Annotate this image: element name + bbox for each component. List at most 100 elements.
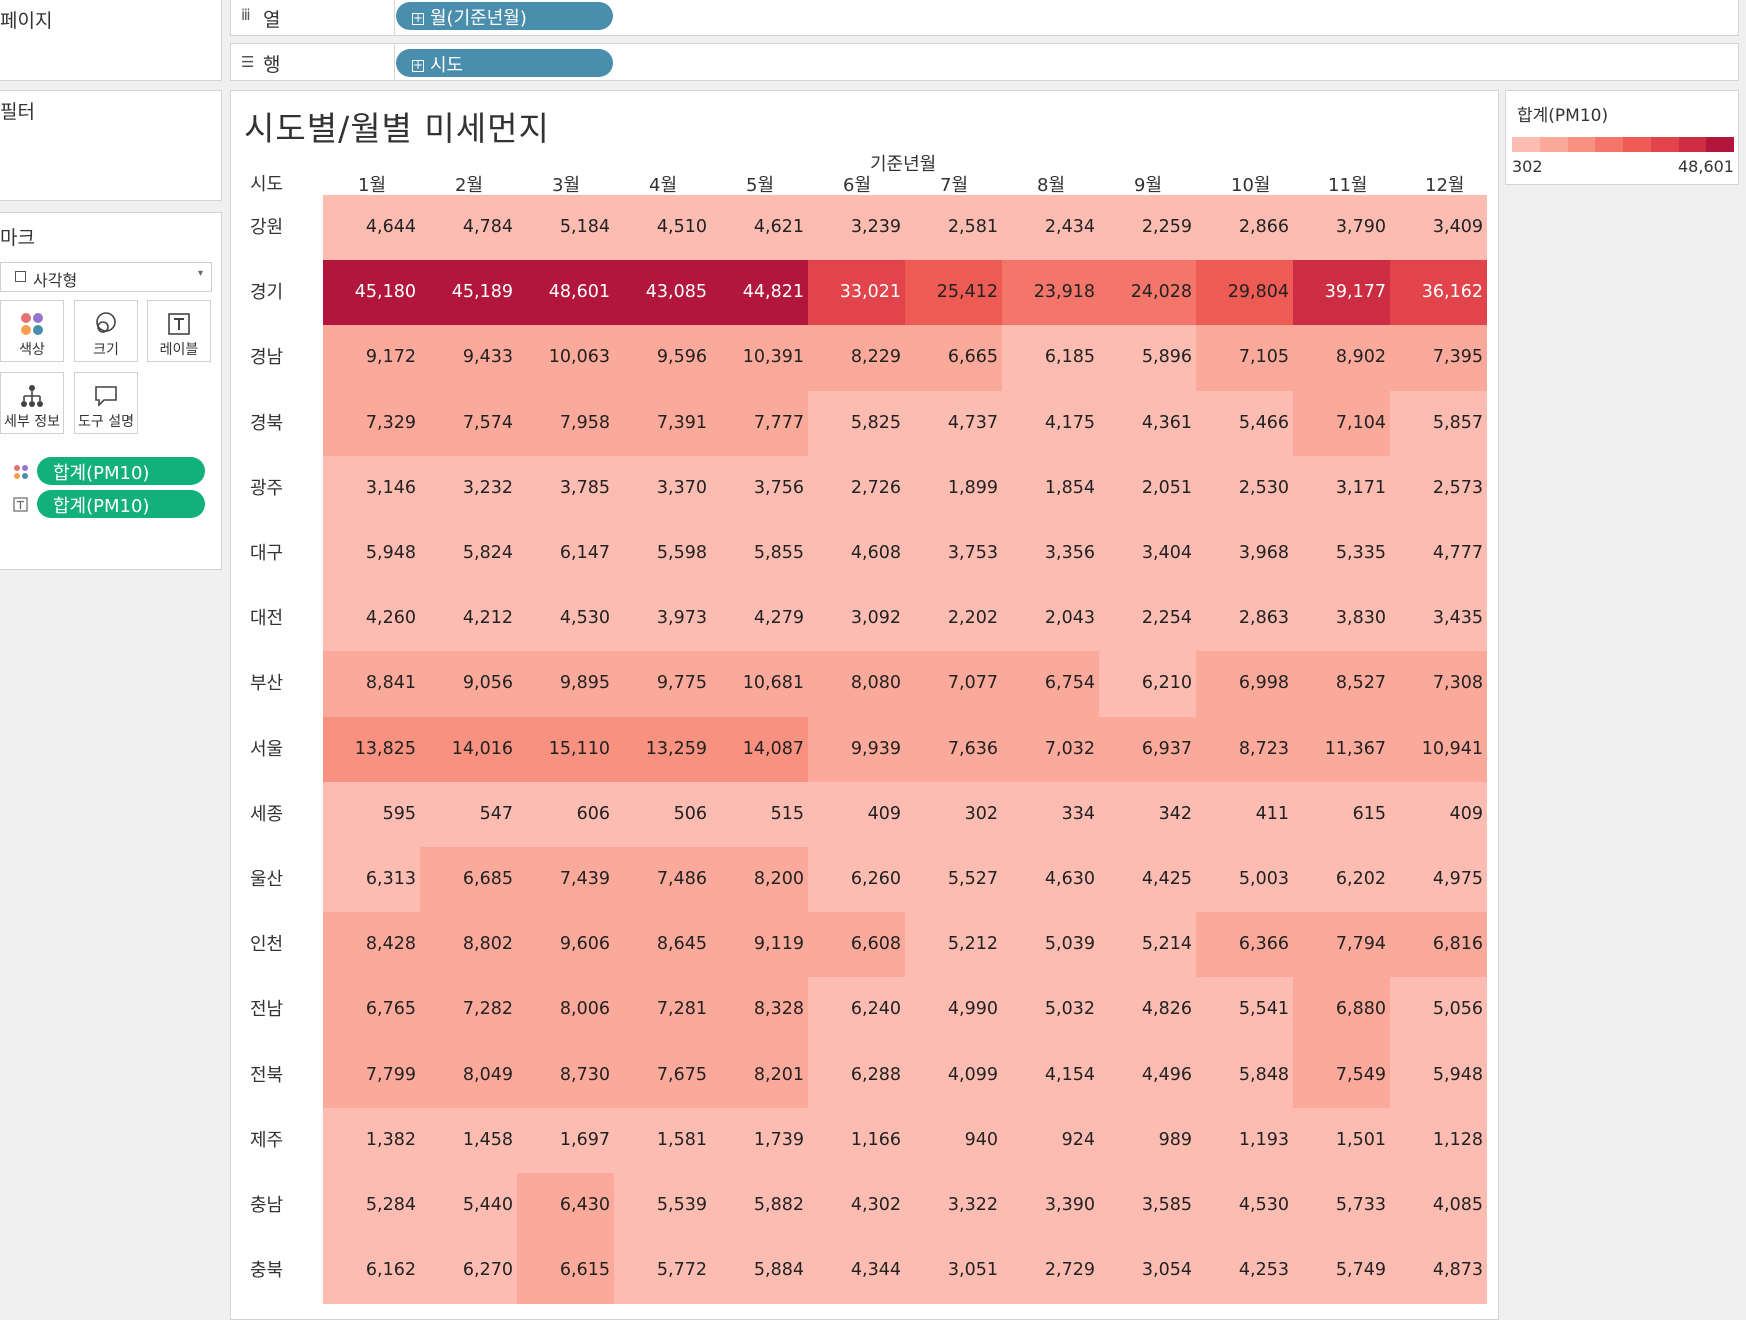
heatmap-cell[interactable]: 43,085 [614,260,711,326]
heatmap-cell[interactable]: 1,128 [1390,1107,1487,1174]
heatmap-cell[interactable]: 7,391 [614,390,711,457]
heatmap-cell[interactable]: 302 [905,781,1002,848]
heatmap-cell[interactable]: 9,606 [517,912,614,978]
heatmap-cell[interactable]: 5,598 [614,521,711,587]
heatmap-cell[interactable]: 6,162 [323,1238,420,1304]
heatmap-cell[interactable]: 5,825 [808,390,905,457]
heatmap-cell[interactable]: 615 [1293,781,1390,848]
column-header[interactable]: 4월 [649,175,678,196]
tooltip-button[interactable]: 도구 설명 [74,372,138,434]
heatmap-cell[interactable]: 5,857 [1390,390,1487,457]
heatmap-cell[interactable]: 6,313 [323,847,420,913]
heatmap-cell[interactable]: 6,685 [420,847,517,913]
heatmap-cell[interactable]: 7,675 [614,1042,711,1109]
heatmap-cell[interactable]: 25,412 [905,260,1002,326]
heatmap-cell[interactable]: 8,049 [420,1042,517,1109]
heatmap-cell[interactable]: 5,733 [1293,1173,1390,1239]
heatmap-cell[interactable]: 14,087 [711,716,808,783]
heatmap-cell[interactable]: 1,581 [614,1107,711,1174]
heatmap-cell[interactable]: 2,434 [1002,195,1099,261]
heatmap-cell[interactable]: 2,254 [1099,586,1196,652]
heatmap-cell[interactable]: 4,873 [1390,1238,1487,1304]
heatmap-cell[interactable]: 5,948 [323,521,420,587]
heatmap-cell[interactable]: 1,193 [1196,1107,1293,1174]
heatmap-cell[interactable]: 7,958 [517,390,614,457]
heatmap-cell[interactable]: 4,530 [517,586,614,652]
color-field-pill[interactable]: 합계(PM10) [37,457,205,485]
heatmap-cell[interactable]: 39,177 [1293,260,1390,326]
row-header[interactable]: 대구 [250,543,284,564]
heatmap-cell[interactable]: 4,344 [808,1238,905,1304]
heatmap-cell[interactable]: 6,185 [1002,325,1099,392]
heatmap-cell[interactable]: 606 [517,781,614,848]
heatmap-cell[interactable]: 7,439 [517,847,614,913]
detail-button[interactable]: 세부 정보 [0,372,64,434]
heatmap-cell[interactable]: 2,729 [1002,1238,1099,1304]
heatmap-cell[interactable]: 3,171 [1293,455,1390,522]
heatmap-cell[interactable]: 1,854 [1002,455,1099,522]
heatmap-cell[interactable]: 45,189 [420,260,517,326]
heatmap-cell[interactable]: 5,539 [614,1173,711,1239]
heatmap-cell[interactable]: 6,615 [517,1238,614,1304]
heatmap-cell[interactable]: 5,896 [1099,325,1196,392]
label-button[interactable]: 레이블 [147,300,211,362]
text-field-pill[interactable]: 합계(PM10) [37,490,205,518]
rows-shelf[interactable]: ☰ 행 + 시도 [230,43,1739,81]
heatmap-cell[interactable]: 5,335 [1293,521,1390,587]
heatmap-cell[interactable]: 3,404 [1099,521,1196,587]
heatmap-cell[interactable]: 5,824 [420,521,517,587]
heatmap-cell[interactable]: 6,998 [1196,651,1293,718]
heatmap-cell[interactable]: 4,975 [1390,847,1487,913]
heatmap-cell[interactable]: 4,175 [1002,390,1099,457]
heatmap-cell[interactable]: 7,281 [614,977,711,1044]
heatmap-cell[interactable]: 29,804 [1196,260,1293,326]
row-header[interactable]: 강원 [250,217,284,238]
heatmap-cell[interactable]: 7,329 [323,390,420,457]
heatmap-cell[interactable]: 10,941 [1390,716,1487,783]
heatmap-cell[interactable]: 6,937 [1099,716,1196,783]
row-header[interactable]: 충북 [250,1260,284,1282]
column-header[interactable]: 9월 [1134,175,1163,196]
heatmap-cell[interactable]: 5,284 [323,1173,420,1239]
heatmap-cell[interactable]: 4,302 [808,1173,905,1239]
heatmap-cell[interactable]: 7,077 [905,651,1002,718]
heatmap-cell[interactable]: 5,882 [711,1173,808,1239]
heatmap-cell[interactable]: 2,530 [1196,455,1293,522]
heatmap-cell[interactable]: 48,601 [517,260,614,326]
heatmap-cell[interactable]: 7,282 [420,977,517,1044]
heatmap-cell[interactable]: 4,260 [323,586,420,652]
heatmap-cell[interactable]: 3,830 [1293,586,1390,652]
column-header[interactable]: 12월 [1425,175,1465,196]
heatmap-cell[interactable]: 547 [420,781,517,848]
heatmap-cell[interactable]: 5,212 [905,912,1002,978]
heatmap-cell[interactable]: 36,162 [1390,260,1487,326]
column-header[interactable]: 1월 [358,175,387,196]
heatmap-cell[interactable]: 4,154 [1002,1042,1099,1109]
row-header[interactable]: 부산 [250,673,284,695]
heatmap-cell[interactable]: 9,172 [323,325,420,392]
heatmap-cell[interactable]: 4,630 [1002,847,1099,913]
heatmap-cell[interactable]: 5,527 [905,847,1002,913]
heatmap-cell[interactable]: 5,032 [1002,977,1099,1044]
heatmap-cell[interactable]: 506 [614,781,711,848]
columns-pill[interactable]: + 월(기준년월) [396,2,613,30]
row-header[interactable]: 세종 [250,803,284,825]
heatmap-cell[interactable]: 6,754 [1002,651,1099,718]
heatmap-cell[interactable]: 15,110 [517,716,614,783]
heatmap-cell[interactable]: 2,863 [1196,586,1293,652]
heatmap-cell[interactable]: 5,855 [711,521,808,587]
heatmap-cell[interactable]: 8,229 [808,325,905,392]
heatmap-cell[interactable]: 6,765 [323,977,420,1044]
heatmap-cell[interactable]: 7,794 [1293,912,1390,978]
heatmap-cell[interactable]: 7,574 [420,390,517,457]
heatmap-cell[interactable]: 3,785 [517,455,614,522]
heatmap-cell[interactable]: 4,621 [711,195,808,261]
heatmap-cell[interactable]: 10,063 [517,325,614,392]
heatmap-cell[interactable]: 3,356 [1002,521,1099,587]
heatmap-cell[interactable]: 5,056 [1390,977,1487,1044]
heatmap-cell[interactable]: 1,382 [323,1107,420,1174]
heatmap-cell[interactable]: 13,259 [614,716,711,783]
heatmap-cell[interactable]: 1,697 [517,1107,614,1174]
heatmap-cell[interactable]: 2,202 [905,586,1002,652]
heatmap-cell[interactable]: 5,214 [1099,912,1196,978]
